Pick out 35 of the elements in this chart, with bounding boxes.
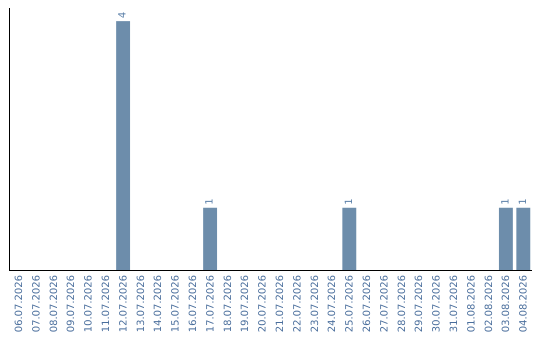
x-tick-label: 15.07.2026 xyxy=(170,275,182,332)
x-tick-label: 19.07.2026 xyxy=(240,275,252,332)
x-tick-label: 26.07.2026 xyxy=(362,275,373,332)
x-tick-label: 08.07.2026 xyxy=(48,275,60,332)
x-tick-label: 03.08.2026 xyxy=(501,275,512,332)
x-tick-label: 02.08.2026 xyxy=(484,275,495,332)
data-label: 4 xyxy=(118,12,129,18)
x-tick-label: 18.07.2026 xyxy=(222,275,234,332)
x-tick-label: 11.07.2026 xyxy=(100,275,112,332)
x-tick-label: 07.07.2026 xyxy=(31,275,42,332)
data-label: 1 xyxy=(344,198,355,205)
x-tick-label: 14.07.2026 xyxy=(153,275,164,332)
x-tick-label: 23.07.2026 xyxy=(310,275,321,332)
x-tick-label: 20.07.2026 xyxy=(258,275,269,332)
x-tick-label: 28.07.2026 xyxy=(396,275,408,332)
x-tick-label: 25.07.2026 xyxy=(344,275,356,332)
x-tick-label: 22.07.2026 xyxy=(292,275,304,332)
x-tick-label: 27.07.2026 xyxy=(379,275,390,332)
x-tick-label: 29.07.2026 xyxy=(414,275,426,332)
x-tick-label: 06.07.2026 xyxy=(14,275,25,332)
data-label: 1 xyxy=(204,198,216,205)
x-tick-label: 30.07.2026 xyxy=(432,275,443,332)
x-tick-label: 17.07.2026 xyxy=(205,275,216,332)
x-tick-label: 24.07.2026 xyxy=(327,275,338,332)
x-tick-label: 10.07.2026 xyxy=(84,275,95,332)
x-tick-label: 01.08.2026 xyxy=(466,275,478,332)
x-tick-label: 16.07.2026 xyxy=(188,275,199,332)
x-tick-label: 09.07.2026 xyxy=(66,275,78,332)
data-label: 1 xyxy=(518,198,529,205)
data-label: 1 xyxy=(500,198,512,205)
x-tick-label: 21.07.2026 xyxy=(274,275,286,332)
x-tick-label: 13.07.2026 xyxy=(136,275,147,332)
x-tick-label: 12.07.2026 xyxy=(118,275,130,332)
x-tick-label: 04.08.2026 xyxy=(518,275,530,332)
x-tick-label: 31.07.2026 xyxy=(448,275,460,332)
